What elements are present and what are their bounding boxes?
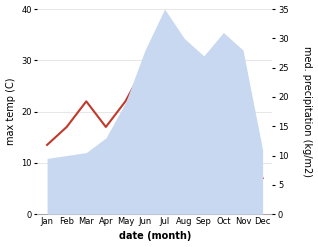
Y-axis label: max temp (C): max temp (C)	[5, 78, 16, 145]
Y-axis label: med. precipitation (kg/m2): med. precipitation (kg/m2)	[302, 46, 313, 177]
X-axis label: date (month): date (month)	[119, 231, 191, 242]
